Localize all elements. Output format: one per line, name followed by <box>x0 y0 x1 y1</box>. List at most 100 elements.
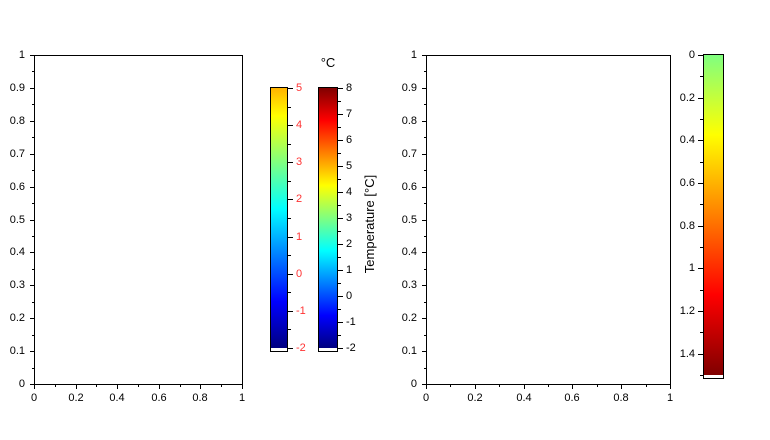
colorbar-right-minor-tick <box>700 119 703 120</box>
right-plot-y-tick-label: 0.3 <box>401 279 417 291</box>
right-plot-y-tick-label: 0 <box>410 378 417 390</box>
left-plot-y-tick <box>30 252 34 253</box>
right-plot-y-minor-tick <box>424 335 426 336</box>
right-plot-y-tick <box>422 187 426 188</box>
colorbar-left-b-tick <box>338 322 343 323</box>
left-plot-x-minor-tick <box>138 385 139 387</box>
right-plot-y-minor-tick <box>424 170 426 171</box>
left-plot-y-tick-label: 0.6 <box>9 181 25 193</box>
left-plot-x-tick <box>34 385 35 389</box>
left-plot-area <box>34 55 243 385</box>
left-plot-y-tick-label: 0.9 <box>9 82 25 94</box>
colorbar-left-b-tick-label: 4 <box>346 186 353 198</box>
right-plot-x-tick-label: 0.2 <box>467 392 483 404</box>
colorbar-left-b-tick-label: 7 <box>346 108 353 120</box>
colorbar-left-b-tick <box>338 348 343 349</box>
left-plot-x-minor-tick <box>96 385 97 387</box>
left-plot-y-minor-tick <box>32 71 34 72</box>
left-plot-y-minor-tick <box>32 335 34 336</box>
colorbar-left-b-tick-label: 5 <box>346 160 353 172</box>
right-plot-y-minor-tick <box>424 269 426 270</box>
left-plot-y-minor-tick <box>32 236 34 237</box>
colorbar-left-b-tick <box>338 114 343 115</box>
right-plot-x-tick-label: 0.8 <box>613 392 629 404</box>
left-plot-y-tick-label: 0.4 <box>9 246 25 258</box>
colorbar-left-a-minor-tick <box>288 292 291 293</box>
colorbar-left-b-tick <box>338 166 343 167</box>
right-plot-x-tick <box>670 385 671 389</box>
colorbar-right-minor-tick <box>700 290 703 291</box>
colorbar-left-a <box>270 87 288 352</box>
right-plot-y-tick <box>422 88 426 89</box>
right-plot-y-minor-tick <box>424 368 426 369</box>
colorbar-left-b-tick-label: 3 <box>346 212 353 224</box>
colorbar-left-b-minor-tick <box>338 283 341 284</box>
colorbar-left-a-gradient <box>271 88 287 351</box>
colorbar-left-a-minor-tick <box>288 181 291 182</box>
left-plot-y-tick <box>30 187 34 188</box>
colorbar-right <box>703 54 724 379</box>
left-plot-x-tick-label: 0.8 <box>192 392 208 404</box>
colorbar-right-tick <box>698 354 703 355</box>
colorbar-right-minor-tick <box>700 76 703 77</box>
right-plot-y-minor-tick <box>424 236 426 237</box>
right-plot-y-tick <box>422 285 426 286</box>
colorbar-left-a-minor-tick <box>288 255 291 256</box>
colorbar-left-b-minor-tick <box>338 309 341 310</box>
right-plot-y-tick <box>422 154 426 155</box>
left-plot-y-tick-label: 0.7 <box>9 148 25 160</box>
right-plot-x-minor-tick <box>597 385 598 387</box>
left-plot-y-minor-tick <box>32 137 34 138</box>
left-plot-y-tick <box>30 220 34 221</box>
right-plot-x-tick-label: 1 <box>666 392 674 404</box>
right-plot-y-tick-label: 1 <box>410 49 417 61</box>
colorbar-left-b-minor-tick <box>338 153 341 154</box>
colorbar-left-b-tick <box>338 270 343 271</box>
right-plot-x-minor-tick <box>646 385 647 387</box>
colorbar-left-b <box>318 87 338 352</box>
colorbar-left-b-tick-label: -1 <box>346 316 356 328</box>
left-plot-x-minor-tick <box>55 385 56 387</box>
left-plot-y-minor-tick <box>32 203 34 204</box>
right-plot-y-tick <box>422 252 426 253</box>
left-plot-y-minor-tick <box>32 302 34 303</box>
colorbar-right-tick-label: 0.2 <box>679 92 695 104</box>
colorbar-left-b-minor-tick <box>338 257 341 258</box>
left-plot-y-tick <box>30 88 34 89</box>
colorbar-right-tick-label: 0 <box>688 49 695 61</box>
colorbar-left-a-tick-label: 5 <box>296 82 303 94</box>
colorbar-left-a-tick <box>288 311 293 312</box>
right-plot-y-tick <box>422 55 426 56</box>
right-plot-y-minor-tick <box>424 104 426 105</box>
colorbar-left-b-tick-label: -2 <box>346 342 356 354</box>
left-plot-y-tick-label: 0.3 <box>9 279 25 291</box>
colorbar-right-tick-label: 0.4 <box>679 134 695 146</box>
left-plot-y-minor-tick <box>32 104 34 105</box>
colorbar-left-a-tick-label: 2 <box>296 193 303 205</box>
colorbar-left-a-tick-label: 0 <box>296 268 303 280</box>
colorbar-left-a-tick-label: 4 <box>296 119 303 131</box>
colorbar-right-minor-tick <box>700 247 703 248</box>
right-plot-y-tick-label: 0.1 <box>401 345 417 357</box>
left-plot-y-tick-label: 0 <box>18 378 25 390</box>
left-plot-y-tick <box>30 154 34 155</box>
colorbar-left-b-tick <box>338 192 343 193</box>
right-plot-x-minor-tick <box>499 385 500 387</box>
left-plot-y-minor-tick <box>32 170 34 171</box>
colorbar-left-a-minor-tick <box>288 218 291 219</box>
right-plot-y-tick-label: 0.9 <box>401 82 417 94</box>
colorbar-left-b-tick <box>338 218 343 219</box>
colorbar-left-a-tick-label: 1 <box>296 231 303 243</box>
colorbar-right-tick-label: 1 <box>688 262 695 274</box>
left-plot-y-tick <box>30 285 34 286</box>
right-plot-x-tick <box>426 385 427 389</box>
colorbar-left-a-tick <box>288 237 293 238</box>
colorbar-left-b-tick <box>338 88 343 89</box>
colorbar-right-tick-label: 0.8 <box>679 220 695 232</box>
right-plot-y-tick-label: 0.4 <box>401 246 417 258</box>
left-plot-y-minor-tick <box>32 269 34 270</box>
left-plot-x-tick-label: 0.6 <box>151 392 167 404</box>
colorbar-right-tick <box>698 55 703 56</box>
colorbar-left-b-title: °C <box>320 55 336 70</box>
